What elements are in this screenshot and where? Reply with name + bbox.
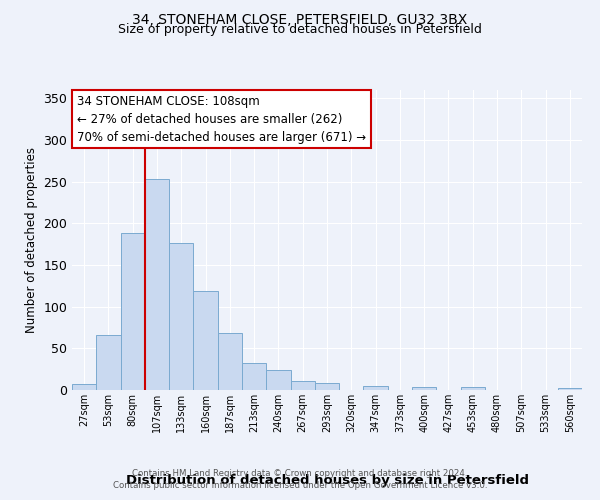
Bar <box>315 382 339 390</box>
Bar <box>72 384 96 390</box>
Bar <box>290 381 315 390</box>
Bar <box>193 291 218 390</box>
Bar <box>121 234 145 390</box>
Text: Size of property relative to detached houses in Petersfield: Size of property relative to detached ho… <box>118 22 482 36</box>
Bar <box>169 244 193 390</box>
Bar <box>145 179 169 390</box>
Bar <box>412 386 436 390</box>
Bar <box>218 332 242 390</box>
Bar <box>558 388 582 390</box>
Text: Contains HM Land Registry data © Crown copyright and database right 2024.
Contai: Contains HM Land Registry data © Crown c… <box>113 468 487 490</box>
X-axis label: Distribution of detached houses by size in Petersfield: Distribution of detached houses by size … <box>125 474 529 487</box>
Bar <box>461 386 485 390</box>
Y-axis label: Number of detached properties: Number of detached properties <box>25 147 38 333</box>
Bar <box>266 370 290 390</box>
Bar <box>364 386 388 390</box>
Text: 34 STONEHAM CLOSE: 108sqm
← 27% of detached houses are smaller (262)
70% of semi: 34 STONEHAM CLOSE: 108sqm ← 27% of detac… <box>77 94 366 144</box>
Bar <box>242 364 266 390</box>
Bar <box>96 335 121 390</box>
Text: 34, STONEHAM CLOSE, PETERSFIELD, GU32 3BX: 34, STONEHAM CLOSE, PETERSFIELD, GU32 3B… <box>133 12 467 26</box>
